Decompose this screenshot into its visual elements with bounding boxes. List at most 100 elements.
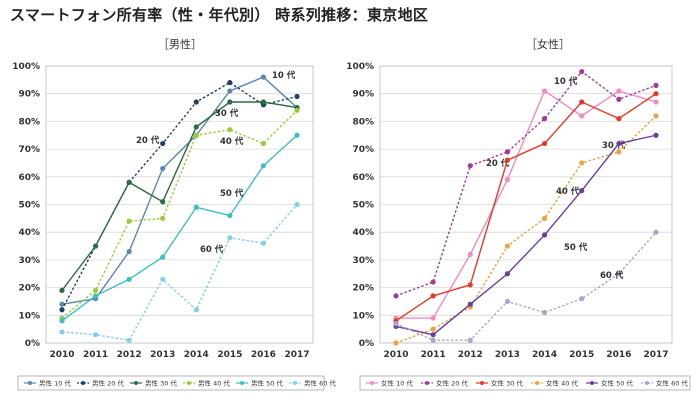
data-point xyxy=(193,132,199,138)
chart-women: ［女性］ 0% 10% 20% 30% 40% 50% 60% 70% 80% 90% 100% 201… xyxy=(346,37,691,391)
legend-entry: 女性 40 代 xyxy=(546,378,578,387)
legend-box xyxy=(359,375,691,391)
plot-frame xyxy=(379,65,673,344)
data-point xyxy=(294,201,300,208)
data-point xyxy=(126,276,132,282)
data-point xyxy=(467,337,473,343)
legend-swatch-dot xyxy=(480,381,484,385)
data-point xyxy=(92,243,99,249)
series-label: 50 代 xyxy=(220,188,244,199)
series-label: 20 代 xyxy=(136,135,160,146)
data-point xyxy=(653,82,659,88)
data-point xyxy=(260,163,267,169)
data-point xyxy=(160,140,166,147)
legend-swatch-dot xyxy=(293,381,297,385)
series-label: 40 代 xyxy=(556,186,580,197)
data-point xyxy=(160,165,166,172)
data-point xyxy=(504,298,511,305)
legend-swatch-dot xyxy=(535,381,539,385)
y-tick-label: 80% xyxy=(352,117,374,127)
data-point xyxy=(467,251,473,257)
legend-entry: 男性 60 代 xyxy=(304,378,336,387)
series-line-women-2 xyxy=(395,70,657,297)
series-line-men-1 xyxy=(61,76,298,305)
data-point xyxy=(579,113,585,119)
data-point xyxy=(260,74,267,80)
data-point xyxy=(126,218,132,224)
x-tick-label: 2011 xyxy=(421,350,446,360)
data-point xyxy=(59,307,65,313)
y-tick-label: 80% xyxy=(18,117,40,127)
data-point xyxy=(504,243,511,249)
y-tick-label: 40% xyxy=(352,228,374,238)
x-tick-label: 2016 xyxy=(251,350,276,360)
y-tick-label: 10% xyxy=(352,311,374,321)
data-point xyxy=(430,326,436,332)
series-line-men-4 xyxy=(61,109,298,319)
x-tick-label: 2013 xyxy=(150,350,175,360)
x-tick-label: 2011 xyxy=(83,350,108,360)
data-point xyxy=(616,271,622,277)
data-point xyxy=(541,116,548,122)
x-tick-label: 2017 xyxy=(284,350,309,360)
data-point xyxy=(59,329,65,335)
data-point xyxy=(616,88,622,94)
data-point xyxy=(59,287,65,293)
y-tick-label: 0% xyxy=(359,339,374,349)
data-point xyxy=(193,307,199,313)
y-tick-label: 30% xyxy=(18,256,40,266)
legend-swatch-dot xyxy=(590,381,594,385)
data-point xyxy=(227,235,233,241)
data-point xyxy=(160,199,166,205)
legend-swatch-dot xyxy=(187,381,191,385)
series-line-women-5 xyxy=(395,134,657,336)
data-point xyxy=(504,271,511,277)
series-line-men-5 xyxy=(61,134,298,322)
data-point xyxy=(579,68,585,75)
series-line-men-6 xyxy=(61,204,298,342)
data-point xyxy=(260,99,267,105)
data-point xyxy=(616,116,622,122)
series-line-men-3 xyxy=(61,101,298,291)
data-point xyxy=(616,96,622,102)
data-point xyxy=(616,140,622,147)
y-tick-label: 100% xyxy=(346,62,374,72)
x-tick-label: 2017 xyxy=(643,350,668,360)
data-point xyxy=(160,254,166,260)
data-point xyxy=(193,204,199,210)
legend-entry: 女性 50 代 xyxy=(601,378,633,387)
legend-swatch-dot xyxy=(81,381,85,385)
data-point xyxy=(260,140,267,147)
legend-swatch-dot xyxy=(240,381,244,385)
data-point xyxy=(653,229,659,235)
series-line-women-3 xyxy=(395,93,657,322)
panel-title-women: ［女性］ xyxy=(526,37,570,51)
y-tick-label: 60% xyxy=(352,173,374,183)
legend-entry: 男性 20 代 xyxy=(92,378,124,387)
x-tick-label: 2012 xyxy=(458,350,483,360)
series-line-women-6 xyxy=(395,231,657,341)
series-label: 20 代 xyxy=(486,158,510,169)
x-tick-label: 2015 xyxy=(217,350,242,360)
panel-title-men: ［男性］ xyxy=(158,37,202,51)
x-tick-label: 2014 xyxy=(184,350,209,360)
data-point xyxy=(193,99,199,105)
data-point xyxy=(653,132,659,138)
series-label: 30 代 xyxy=(215,108,239,119)
data-point xyxy=(92,293,99,299)
data-point xyxy=(227,88,233,94)
y-tick-label: 50% xyxy=(352,201,374,211)
data-point xyxy=(467,163,473,169)
x-tick-label: 2010 xyxy=(383,350,408,360)
x-tick-label: 2014 xyxy=(532,350,557,360)
x-tick-label: 2013 xyxy=(495,350,520,360)
y-tick-label: 90% xyxy=(18,90,40,100)
series-label: 10 代 xyxy=(272,70,296,81)
data-point xyxy=(59,301,65,307)
series-label: 10 代 xyxy=(554,76,578,87)
data-point xyxy=(294,93,300,100)
data-point xyxy=(653,113,659,119)
data-point xyxy=(430,337,436,343)
series-label: 60 代 xyxy=(200,244,224,255)
series-line-men-2 xyxy=(61,81,298,311)
